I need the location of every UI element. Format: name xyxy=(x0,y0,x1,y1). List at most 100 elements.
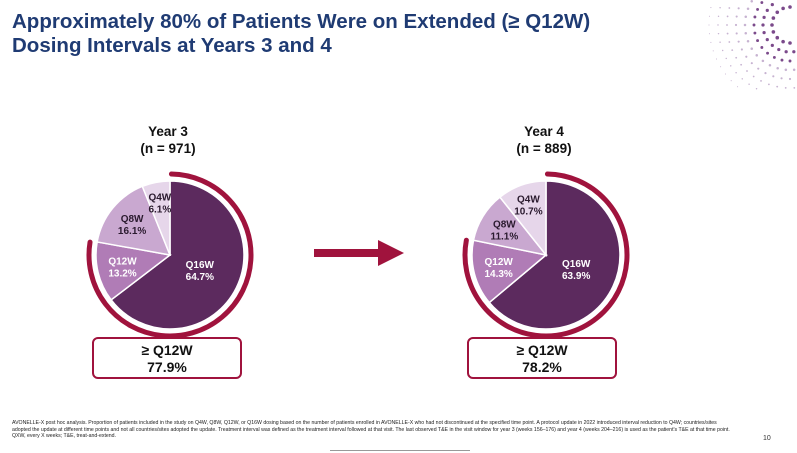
footnote: AVONELLE-X post hoc analysis. Proportion… xyxy=(12,420,730,440)
decorative-dot xyxy=(792,68,796,72)
decorative-dot xyxy=(730,80,732,82)
decorative-dot xyxy=(735,72,737,74)
slice-label-q8w: Q8W xyxy=(493,219,516,230)
decorative-dot xyxy=(756,39,760,43)
decorative-dot xyxy=(771,30,776,34)
decorative-dot xyxy=(708,15,711,17)
decorative-dot xyxy=(757,67,760,70)
year3-label: Year 3 xyxy=(148,124,188,139)
decorative-dot xyxy=(775,10,780,15)
decorative-dot xyxy=(755,88,758,90)
title-line-1: Approximately 80% of Patients Were on Ex… xyxy=(12,10,591,33)
right-arrow-icon xyxy=(314,240,404,266)
slice-value-q4w: 6.1% xyxy=(148,205,171,216)
slice-label-q16w: Q16W xyxy=(562,259,591,270)
slice-value-q12w: 14.3% xyxy=(484,269,512,280)
decorative-dot xyxy=(756,7,760,11)
year3-callout: ≥ Q12W 77.9% xyxy=(92,337,242,379)
decorative-dot xyxy=(775,35,780,40)
decorative-dot xyxy=(717,15,720,18)
decorative-dot xyxy=(761,59,765,63)
decorative-dot xyxy=(788,77,792,81)
decorative-dot xyxy=(708,24,710,26)
decorative-dot xyxy=(726,24,728,26)
slice-label-q4w: Q4W xyxy=(148,193,171,204)
year4-n: (n = 889) xyxy=(516,141,572,156)
year3-title: Year 3 (n = 971) xyxy=(88,123,248,157)
decorative-dot xyxy=(717,24,719,26)
slice-label-q8w: Q8W xyxy=(121,214,144,225)
decorative-dot xyxy=(745,55,748,58)
decorative-dot xyxy=(746,7,750,11)
decorative-dot xyxy=(781,6,785,11)
decorative-dot xyxy=(744,15,748,18)
decorative-dot xyxy=(748,83,750,85)
decorative-dot xyxy=(750,47,754,50)
decorative-dot xyxy=(731,49,734,51)
year4-callout: ≥ Q12W 78.2% xyxy=(467,337,617,379)
decorative-dot xyxy=(788,5,792,9)
decorative-dot xyxy=(752,75,755,78)
decorative-dot xyxy=(768,83,770,86)
decorative-dot xyxy=(776,85,779,88)
decorative-dot xyxy=(788,59,792,63)
slice-value-q8w: 16.1% xyxy=(118,226,146,237)
year3-n: (n = 971) xyxy=(140,141,196,156)
decorative-dot xyxy=(761,23,765,27)
decorative-dot xyxy=(710,7,712,9)
year4-callout-value: 78.2% xyxy=(522,359,562,375)
decorative-dot xyxy=(740,48,743,51)
decorative-dot xyxy=(746,39,750,43)
decorative-dot xyxy=(770,43,774,48)
decorative-dot xyxy=(719,41,721,43)
decorative-dot xyxy=(766,51,769,55)
decorative-dot xyxy=(734,23,738,27)
decorative-dot xyxy=(750,62,753,65)
decorative-dot xyxy=(781,39,785,44)
decorative-dot xyxy=(793,86,796,89)
decorative-dot xyxy=(740,63,743,66)
decorative-dot xyxy=(712,50,714,52)
decorative-dot xyxy=(744,32,748,35)
decorative-dot xyxy=(720,66,722,68)
year3-callout-label: ≥ Q12W xyxy=(141,342,193,358)
decorative-dot xyxy=(762,15,766,20)
decorative-dot xyxy=(750,0,754,3)
decorative-dot xyxy=(737,40,740,43)
decorative-dot xyxy=(784,86,787,89)
decorative-dot xyxy=(788,41,792,45)
decorative-dot xyxy=(735,15,738,18)
bottom-divider xyxy=(330,450,470,451)
decorative-dot xyxy=(760,80,762,82)
decorative-dot xyxy=(764,72,767,75)
decorative-dot xyxy=(724,73,727,75)
decorative-dot xyxy=(777,47,781,52)
decorative-dot xyxy=(770,23,774,27)
decorative-dot xyxy=(721,49,724,52)
decorative-dot xyxy=(717,32,720,35)
decorative-dot xyxy=(728,41,731,43)
page-number: 10 xyxy=(763,435,771,442)
year3-callout-value: 77.9% xyxy=(147,359,187,375)
decorative-dot xyxy=(784,68,788,72)
year4-callout-label: ≥ Q12W xyxy=(516,342,568,358)
pie-slice-q16w xyxy=(488,180,621,330)
decorative-dot xyxy=(792,50,796,54)
pie-slice-q4w xyxy=(141,180,171,256)
slice-value-q16w: 64.7% xyxy=(186,272,214,283)
year4-title: Year 4 (n = 889) xyxy=(464,123,624,157)
decorative-dot xyxy=(735,32,738,35)
pie-slice-q12w xyxy=(95,241,172,301)
decorative-dot xyxy=(753,15,757,19)
extended-interval-ring xyxy=(462,171,630,339)
decorative-dot xyxy=(784,50,788,54)
decorative-dot xyxy=(708,33,711,35)
slice-value-q8w: 11.1% xyxy=(490,231,518,242)
decorative-dot xyxy=(760,1,764,4)
decorative-dot xyxy=(726,15,729,18)
decorative-dot xyxy=(715,58,718,60)
decorative-dot xyxy=(737,7,740,10)
decorative-dot xyxy=(780,77,783,80)
decorative-dot xyxy=(768,64,772,67)
